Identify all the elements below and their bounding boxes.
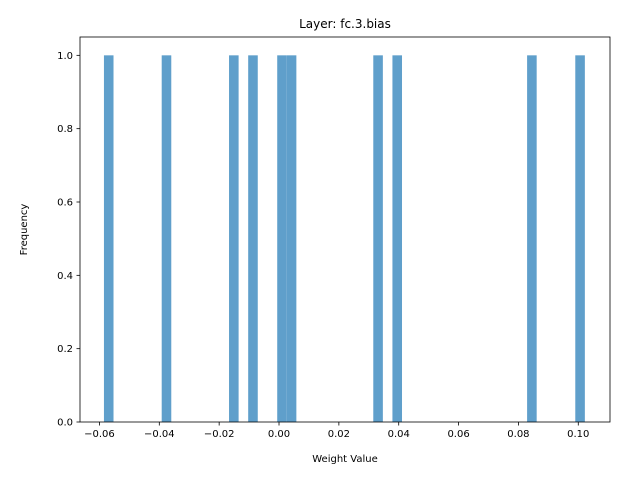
plot-frame [79, 36, 611, 423]
x-axis-label: Weight Value [312, 454, 377, 465]
histogram-bar-7 [392, 55, 403, 422]
y-tick-label: 0.2 [57, 344, 73, 355]
x-tick-label: −0.02 [204, 429, 235, 440]
y-tick-label: 0.0 [57, 418, 73, 429]
x-tick-label: 0.02 [328, 429, 350, 440]
histogram-bar-0 [103, 55, 114, 422]
chart-title: Layer: fc.3.bias [299, 17, 391, 31]
histogram-bar-6 [373, 55, 383, 422]
x-tick-label: 0.04 [388, 429, 410, 440]
x-tick-label: 0.06 [447, 429, 469, 440]
histogram-bar-3 [248, 55, 258, 422]
x-tick-label: 0.08 [507, 429, 529, 440]
y-tick-label: 0.4 [57, 271, 73, 282]
x-tick-label: −0.06 [84, 429, 115, 440]
x-tick-label: 0.10 [567, 429, 589, 440]
x-tick-label: 0.00 [268, 429, 290, 440]
histogram-bar-4 [277, 55, 287, 422]
bars-group [103, 55, 585, 422]
y-tick-label: 0.6 [57, 198, 73, 209]
y-tick-label: 1.0 [57, 51, 73, 62]
x-tick-label: −0.04 [144, 429, 175, 440]
x-axis-ticks: −0.06 −0.04 −0.02 0.00 0.02 0.04 0.06 0.08 0.10 [84, 422, 589, 440]
y-axis-label: Frequency [19, 204, 30, 256]
histogram-bar-8 [527, 55, 537, 422]
histogram-bar-5 [286, 55, 297, 422]
y-tick-label: 0.8 [57, 124, 73, 135]
histogram-bar-2 [229, 55, 239, 422]
histogram-bar-9 [575, 55, 585, 422]
histogram-bar-1 [161, 55, 172, 422]
y-axis-ticks: 0.0 0.2 0.4 0.6 0.8 1.0 [57, 51, 80, 429]
